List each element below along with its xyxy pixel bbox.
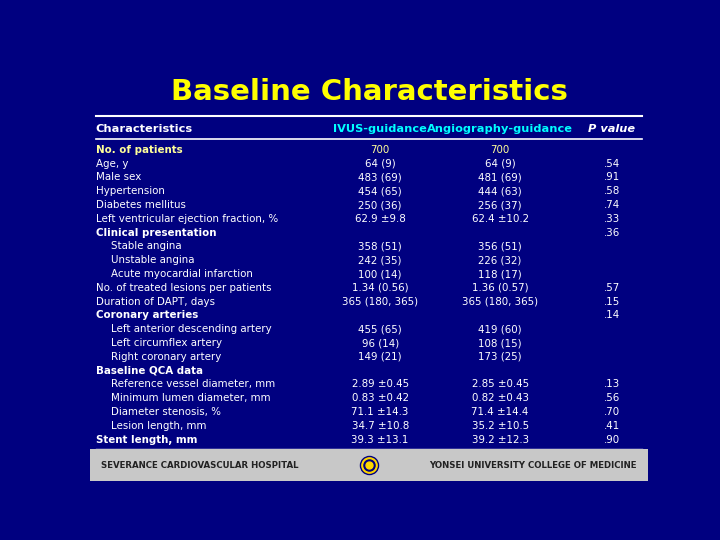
Text: .13: .13 <box>603 380 620 389</box>
Text: Male sex: Male sex <box>96 172 141 183</box>
Text: 62.4 ±10.2: 62.4 ±10.2 <box>472 214 528 224</box>
Text: .91: .91 <box>603 172 620 183</box>
Text: 149 (21): 149 (21) <box>359 352 402 362</box>
Text: Diabetes mellitus: Diabetes mellitus <box>96 200 186 210</box>
Text: 96 (14): 96 (14) <box>361 338 399 348</box>
Text: Angiography-guidance: Angiography-guidance <box>427 124 573 134</box>
Text: Hypertension: Hypertension <box>96 186 164 196</box>
Text: Baseline QCA data: Baseline QCA data <box>96 366 202 376</box>
Text: IVUS-guidance: IVUS-guidance <box>333 124 427 134</box>
Text: 419 (60): 419 (60) <box>478 324 522 334</box>
Text: .56: .56 <box>603 393 620 403</box>
Text: Right coronary artery: Right coronary artery <box>111 352 222 362</box>
Text: Left anterior descending artery: Left anterior descending artery <box>111 324 272 334</box>
Text: SEVERANCE CARDIOVASCULAR HOSPITAL: SEVERANCE CARDIOVASCULAR HOSPITAL <box>101 461 299 469</box>
Text: 118 (17): 118 (17) <box>478 269 522 279</box>
Text: 71.1 ±14.3: 71.1 ±14.3 <box>351 407 409 417</box>
Text: YONSEI UNIVERSITY COLLEGE OF MEDICINE: YONSEI UNIVERSITY COLLEGE OF MEDICINE <box>429 461 637 469</box>
Text: .33: .33 <box>603 214 620 224</box>
Text: Age, y: Age, y <box>96 159 128 168</box>
Text: 455 (65): 455 (65) <box>359 324 402 334</box>
Text: 365 (180, 365): 365 (180, 365) <box>462 296 538 307</box>
Text: 365 (180, 365): 365 (180, 365) <box>342 296 418 307</box>
Text: 1.34 (0.56): 1.34 (0.56) <box>352 283 408 293</box>
Text: 256 (37): 256 (37) <box>478 200 522 210</box>
Text: Lesion length, mm: Lesion length, mm <box>111 421 207 431</box>
Text: Stent length, mm: Stent length, mm <box>96 435 197 444</box>
Text: Duration of DAPT, days: Duration of DAPT, days <box>96 296 215 307</box>
Text: 454 (65): 454 (65) <box>359 186 402 196</box>
Text: Stable angina: Stable angina <box>111 241 182 252</box>
Text: 242 (35): 242 (35) <box>359 255 402 265</box>
Text: Clinical presentation: Clinical presentation <box>96 228 216 238</box>
Text: 358 (51): 358 (51) <box>359 241 402 252</box>
Text: 481 (69): 481 (69) <box>478 172 522 183</box>
Text: 250 (36): 250 (36) <box>359 200 402 210</box>
Text: .14: .14 <box>603 310 620 320</box>
Text: 2.85 ±0.45: 2.85 ±0.45 <box>472 380 528 389</box>
Text: .15: .15 <box>603 296 620 307</box>
Text: 108 (15): 108 (15) <box>478 338 522 348</box>
Text: .57: .57 <box>603 283 620 293</box>
Text: Unstable angina: Unstable angina <box>111 255 194 265</box>
Text: 226 (32): 226 (32) <box>479 255 522 265</box>
Text: Baseline Characteristics: Baseline Characteristics <box>171 78 567 106</box>
Text: 444 (63): 444 (63) <box>478 186 522 196</box>
Text: .90: .90 <box>603 435 620 444</box>
Text: .36: .36 <box>603 228 620 238</box>
Text: 2.89 ±0.45: 2.89 ±0.45 <box>351 380 409 389</box>
Text: 71.4 ±14.4: 71.4 ±14.4 <box>472 407 528 417</box>
Text: Minimum lumen diameter, mm: Minimum lumen diameter, mm <box>111 393 271 403</box>
Text: Left ventricular ejection fraction, %: Left ventricular ejection fraction, % <box>96 214 278 224</box>
Text: .74: .74 <box>603 200 620 210</box>
Text: No. of patients: No. of patients <box>96 145 182 155</box>
Text: No. of treated lesions per patients: No. of treated lesions per patients <box>96 283 271 293</box>
Text: P value: P value <box>588 124 635 134</box>
Text: 483 (69): 483 (69) <box>359 172 402 183</box>
Text: 1.36 (0.57): 1.36 (0.57) <box>472 283 528 293</box>
Text: 34.7 ±10.8: 34.7 ±10.8 <box>351 421 409 431</box>
Text: 356 (51): 356 (51) <box>478 241 522 252</box>
Text: 100 (14): 100 (14) <box>359 269 402 279</box>
Text: 173 (25): 173 (25) <box>478 352 522 362</box>
Text: .54: .54 <box>603 159 620 168</box>
Text: .58: .58 <box>603 186 620 196</box>
Text: 0.83 ±0.42: 0.83 ±0.42 <box>351 393 409 403</box>
Text: 0.82 ±0.43: 0.82 ±0.43 <box>472 393 528 403</box>
Text: .70: .70 <box>603 407 620 417</box>
Text: 700: 700 <box>490 145 510 155</box>
Bar <box>90 449 648 481</box>
Text: Reference vessel diameter, mm: Reference vessel diameter, mm <box>111 380 276 389</box>
Text: 64 (9): 64 (9) <box>365 159 395 168</box>
Text: .41: .41 <box>603 421 620 431</box>
Text: Acute myocardial infarction: Acute myocardial infarction <box>111 269 253 279</box>
Text: 64 (9): 64 (9) <box>485 159 516 168</box>
Text: Left circumflex artery: Left circumflex artery <box>111 338 222 348</box>
Text: Coronary arteries: Coronary arteries <box>96 310 198 320</box>
Text: 39.3 ±13.1: 39.3 ±13.1 <box>351 435 409 444</box>
Text: 700: 700 <box>371 145 390 155</box>
Text: 39.2 ±12.3: 39.2 ±12.3 <box>472 435 528 444</box>
Text: 62.9 ±9.8: 62.9 ±9.8 <box>355 214 405 224</box>
Text: Diameter stenosis, %: Diameter stenosis, % <box>111 407 221 417</box>
Text: Characteristics: Characteristics <box>96 124 193 134</box>
Text: 35.2 ±10.5: 35.2 ±10.5 <box>472 421 528 431</box>
